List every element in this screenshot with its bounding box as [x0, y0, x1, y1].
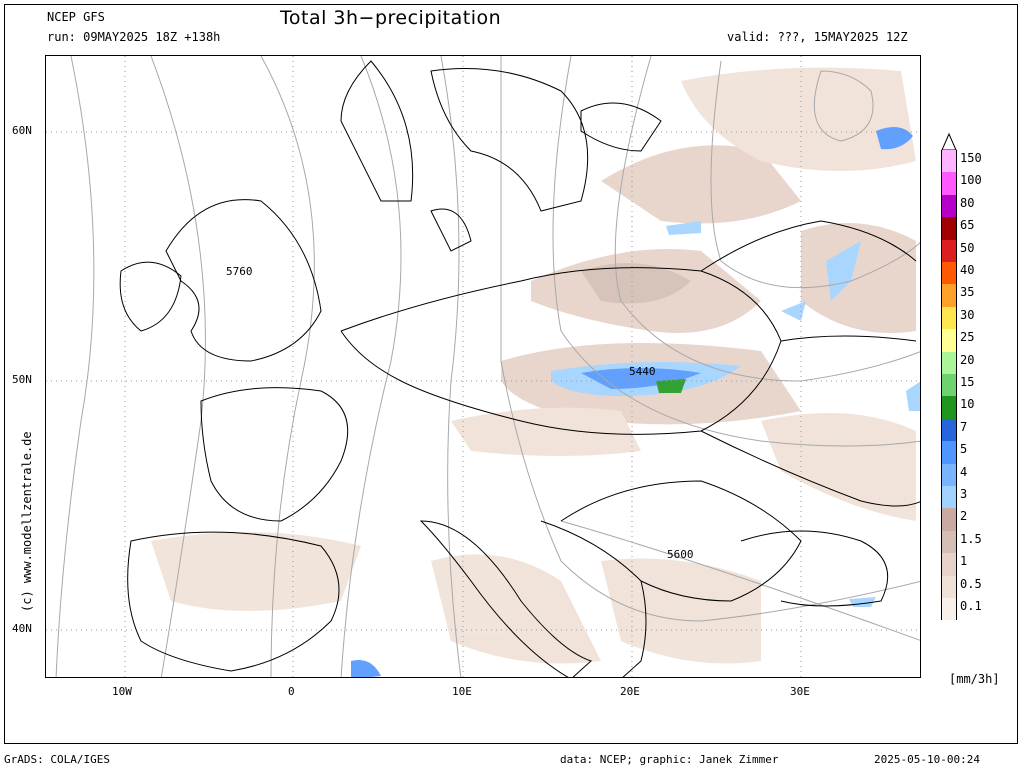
legend-level-label: 5	[960, 442, 968, 457]
legend-swatch	[941, 329, 957, 352]
lat-lon-grid	[46, 56, 920, 677]
legend-level-label: 1	[960, 554, 968, 569]
plot-frame	[4, 4, 1018, 744]
legend-swatch	[941, 486, 957, 509]
legend-level-label: 0.5	[960, 576, 982, 591]
legend-swatch	[941, 172, 957, 195]
legend-level-label: 1.5	[960, 531, 982, 546]
legend-level-label: 4	[960, 464, 968, 479]
legend-level-label: 15	[960, 375, 975, 389]
watermark: (c) www.modellzentrale.de	[20, 431, 34, 612]
legend-level-label: 20	[960, 352, 975, 367]
legend-swatch	[941, 306, 957, 330]
legend-level-label: 2	[960, 509, 968, 524]
legend-swatch	[941, 150, 957, 173]
run-info: run: 09MAY2025 18Z +138h	[47, 30, 221, 44]
legend-level-label: 0.1	[960, 599, 982, 613]
map-title: Total 3h−precipitation	[280, 7, 502, 29]
legend-swatch	[941, 575, 957, 598]
legend-level-label: 7	[960, 419, 968, 434]
legend-level-label: 65	[960, 218, 975, 233]
lon-label: 0	[288, 685, 295, 698]
legend-swatch	[941, 194, 957, 218]
lon-label: 10E	[452, 685, 472, 698]
footer-credit: data: NCEP; graphic: Janek Zimmer	[560, 753, 779, 766]
legend-swatch	[941, 262, 957, 285]
legend-level-label: 35	[960, 285, 975, 300]
legend-swatch	[941, 441, 957, 464]
legend-swatch	[941, 396, 957, 419]
legend-level-label: 25	[960, 330, 975, 345]
legend-unit: [mm/3h]	[949, 672, 1000, 686]
geopotential-contours	[55, 56, 920, 677]
contour-label-5440: 5440	[629, 365, 656, 378]
lon-label: 10W	[112, 685, 132, 698]
legend-level-label: 50	[960, 240, 975, 255]
footer-timestamp: 2025-05-10-00:24	[874, 753, 980, 766]
legend-level-label: 150	[960, 151, 982, 165]
legend-swatch	[941, 418, 957, 442]
legend-swatch	[941, 598, 957, 621]
lat-label: 60N	[12, 124, 32, 137]
legend-level-label: 40	[960, 263, 975, 277]
legend-swatch	[941, 239, 957, 262]
legend-level-label: 80	[960, 195, 975, 210]
precipitation-map: 5760 5440 5600	[45, 55, 921, 678]
legend-swatch	[941, 508, 957, 531]
legend-swatch	[941, 284, 957, 307]
contour-label-5600: 5600	[667, 548, 694, 561]
legend-swatch	[941, 530, 957, 554]
lat-label: 50N	[12, 373, 32, 386]
coastlines	[119, 60, 920, 677]
legend-level-label: 3	[960, 487, 968, 501]
lon-label: 30E	[790, 685, 810, 698]
legend-level-label: 100	[960, 173, 982, 188]
contour-label-5760: 5760	[226, 265, 253, 278]
legend-swatch	[941, 553, 957, 576]
legend-level-label: 10	[960, 397, 975, 412]
legend-swatch	[941, 217, 957, 240]
lat-label: 40N	[12, 622, 32, 635]
legend-swatch	[941, 351, 957, 374]
footer-software: GrADS: COLA/IGES	[4, 753, 110, 766]
valid-time: valid: ???, 15MAY2025 12Z	[727, 30, 908, 44]
precip-shading	[151, 67, 920, 677]
legend-swatch	[941, 463, 957, 486]
legend-swatch	[941, 374, 957, 397]
lon-label: 20E	[620, 685, 640, 698]
legend-level-label: 30	[960, 307, 975, 322]
model-name: NCEP GFS	[47, 10, 105, 24]
